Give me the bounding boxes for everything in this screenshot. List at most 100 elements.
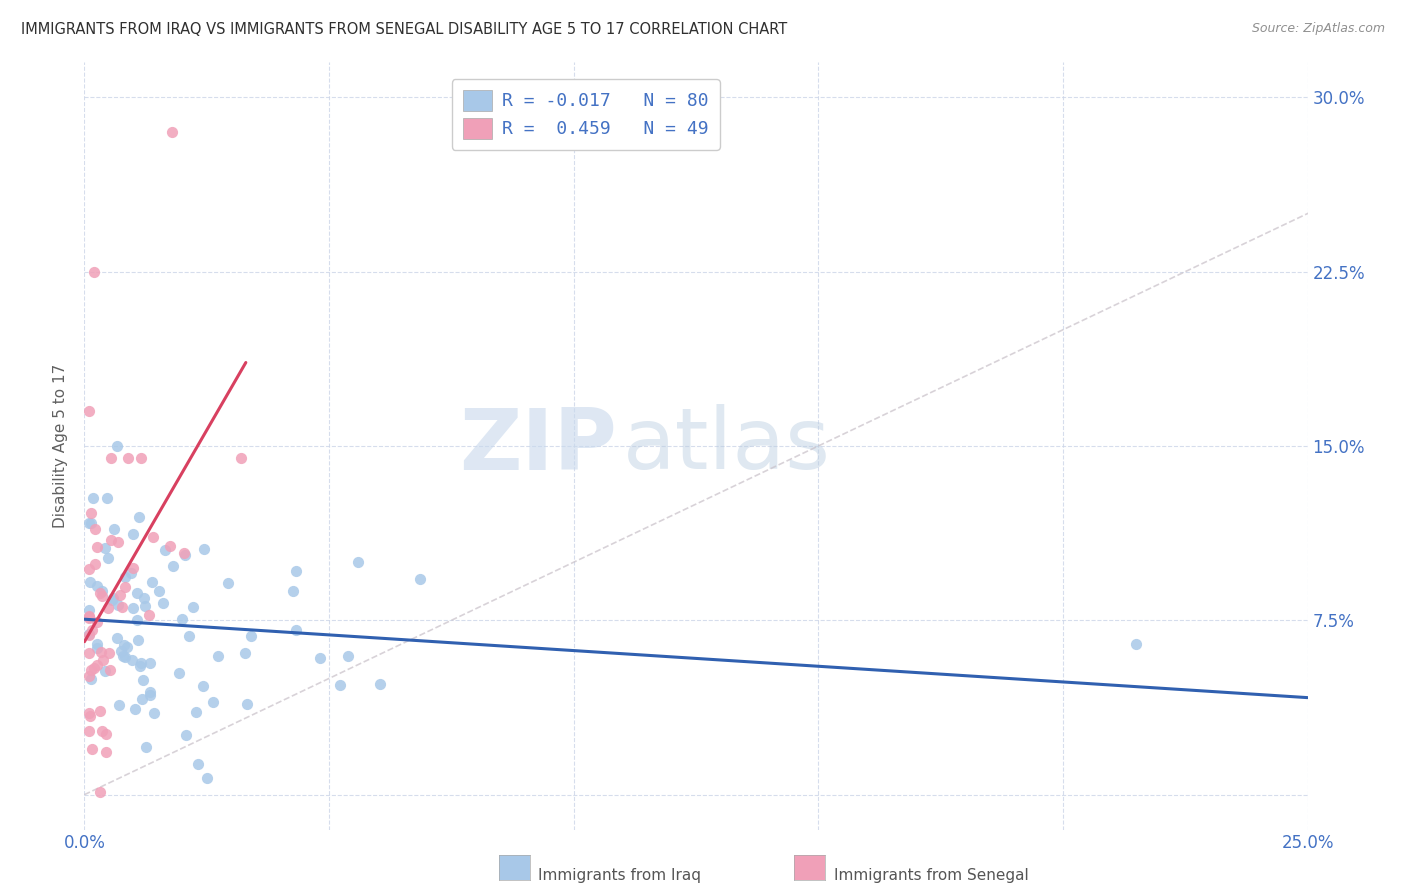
Point bbox=[97, 551, 120, 566]
Point bbox=[103, 522, 125, 536]
Point bbox=[79, 708, 101, 723]
Point bbox=[108, 698, 131, 712]
Point bbox=[77, 627, 100, 641]
Point bbox=[181, 600, 204, 615]
Point bbox=[77, 609, 100, 624]
Point bbox=[142, 530, 165, 544]
Point bbox=[82, 741, 104, 756]
Point bbox=[86, 541, 108, 555]
Point bbox=[138, 656, 160, 670]
Point bbox=[100, 533, 122, 548]
Point bbox=[122, 527, 145, 541]
Point bbox=[77, 516, 100, 530]
Point bbox=[115, 640, 138, 654]
Point bbox=[122, 561, 145, 575]
Point bbox=[148, 584, 170, 599]
Point bbox=[173, 548, 195, 562]
Text: ZIP: ZIP bbox=[458, 404, 616, 488]
Point bbox=[77, 706, 100, 721]
Point bbox=[94, 745, 117, 759]
Text: Immigrants from Iraq: Immigrants from Iraq bbox=[538, 869, 702, 883]
Point bbox=[337, 648, 360, 663]
Point bbox=[174, 728, 197, 742]
Point bbox=[167, 666, 190, 681]
Point bbox=[309, 651, 332, 665]
Point bbox=[187, 756, 209, 771]
Point bbox=[134, 599, 156, 614]
Point bbox=[127, 586, 149, 600]
Point bbox=[86, 641, 108, 656]
Point bbox=[127, 632, 149, 647]
Point bbox=[93, 541, 115, 555]
Point bbox=[82, 491, 104, 506]
Point bbox=[111, 649, 134, 664]
Point bbox=[90, 645, 112, 659]
Point bbox=[80, 516, 103, 530]
Point bbox=[77, 611, 100, 625]
Point bbox=[132, 673, 155, 687]
Point bbox=[409, 572, 432, 586]
Point bbox=[347, 556, 370, 570]
Point bbox=[193, 541, 215, 556]
Point bbox=[91, 653, 114, 667]
Point bbox=[97, 646, 120, 660]
Point bbox=[132, 591, 155, 605]
Point bbox=[83, 661, 105, 675]
Point bbox=[86, 637, 108, 651]
Point bbox=[195, 772, 218, 786]
Point bbox=[143, 706, 166, 720]
Point bbox=[329, 678, 352, 692]
Point bbox=[153, 543, 176, 558]
Point bbox=[77, 562, 100, 576]
Point bbox=[83, 265, 105, 279]
Point bbox=[186, 705, 208, 719]
Text: Immigrants from Senegal: Immigrants from Senegal bbox=[834, 869, 1029, 883]
Point bbox=[110, 644, 132, 658]
Point bbox=[107, 535, 129, 549]
Point bbox=[281, 584, 304, 599]
Point bbox=[285, 624, 308, 638]
Point bbox=[239, 629, 262, 643]
Point bbox=[96, 491, 118, 505]
Point bbox=[233, 646, 256, 660]
Point bbox=[129, 450, 152, 465]
Point bbox=[173, 546, 195, 560]
Point bbox=[127, 613, 149, 627]
Point bbox=[80, 506, 103, 520]
Point bbox=[89, 785, 111, 799]
Point bbox=[101, 591, 124, 605]
Point bbox=[129, 659, 152, 673]
Point bbox=[139, 685, 162, 699]
Point bbox=[135, 740, 157, 755]
Point bbox=[79, 663, 101, 677]
Point bbox=[128, 509, 150, 524]
Point bbox=[80, 624, 103, 638]
Point bbox=[193, 680, 215, 694]
Point bbox=[107, 598, 129, 612]
Point bbox=[114, 650, 136, 665]
Text: IMMIGRANTS FROM IRAQ VS IMMIGRANTS FROM SENEGAL DISABILITY AGE 5 TO 17 CORRELATI: IMMIGRANTS FROM IRAQ VS IMMIGRANTS FROM … bbox=[21, 22, 787, 37]
Point bbox=[86, 615, 108, 629]
Point bbox=[77, 724, 100, 739]
Point bbox=[217, 576, 239, 591]
Point bbox=[170, 611, 193, 625]
Point bbox=[131, 692, 153, 706]
Point bbox=[90, 583, 112, 598]
Point bbox=[162, 125, 184, 139]
Point bbox=[152, 596, 174, 610]
Point bbox=[138, 607, 160, 622]
Point bbox=[114, 580, 136, 594]
Point bbox=[105, 631, 128, 645]
Point bbox=[86, 579, 108, 593]
Point bbox=[96, 726, 118, 740]
Point bbox=[124, 702, 146, 716]
Point bbox=[159, 539, 181, 553]
Legend: R = -0.017   N = 80, R =  0.459   N = 49: R = -0.017 N = 80, R = 0.459 N = 49 bbox=[451, 79, 720, 150]
Point bbox=[98, 664, 121, 678]
Point bbox=[89, 704, 111, 718]
Point bbox=[97, 600, 120, 615]
Point bbox=[77, 609, 100, 624]
Point bbox=[179, 630, 201, 644]
Point bbox=[138, 688, 160, 702]
Point bbox=[101, 592, 124, 607]
